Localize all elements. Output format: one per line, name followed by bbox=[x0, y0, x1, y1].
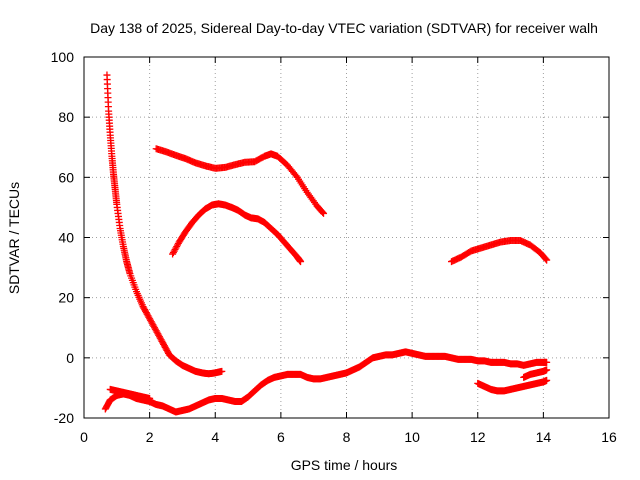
series-track-4 bbox=[448, 237, 551, 266]
data-point bbox=[147, 318, 155, 326]
data-point bbox=[171, 246, 179, 254]
y-tick-label: 0 bbox=[66, 350, 74, 366]
data-point bbox=[173, 243, 181, 251]
x-axis-title: GPS time / hours bbox=[291, 457, 398, 473]
data-point bbox=[143, 310, 151, 318]
series-track-8 bbox=[520, 366, 551, 381]
data-point bbox=[145, 313, 153, 321]
data-point bbox=[158, 337, 166, 345]
data-point bbox=[156, 334, 164, 342]
x-tick-label: 8 bbox=[343, 429, 351, 445]
data-point bbox=[163, 346, 171, 354]
data-point bbox=[140, 304, 148, 312]
data-point bbox=[142, 309, 150, 317]
data-point bbox=[154, 330, 162, 338]
y-tick-label: 80 bbox=[58, 109, 74, 125]
data-point bbox=[151, 325, 159, 333]
data-point bbox=[148, 319, 156, 327]
x-tick-label: 4 bbox=[211, 429, 219, 445]
x-tick-label: 10 bbox=[404, 429, 420, 445]
data-point bbox=[142, 307, 150, 315]
data-point bbox=[172, 244, 180, 252]
y-tick-label: 20 bbox=[58, 290, 74, 306]
data-point bbox=[146, 315, 154, 323]
data-point bbox=[170, 247, 178, 255]
data-point bbox=[162, 345, 170, 353]
x-tick-label: 14 bbox=[536, 429, 552, 445]
x-tick-label: 12 bbox=[470, 429, 486, 445]
data-point bbox=[169, 249, 177, 257]
y-tick-label: 60 bbox=[58, 169, 74, 185]
data-point bbox=[169, 250, 177, 258]
data-point bbox=[320, 209, 328, 217]
data-point bbox=[543, 358, 551, 366]
data-point bbox=[542, 255, 550, 263]
data-point bbox=[543, 256, 551, 264]
y-axis-title: SDTVAR / TECUs bbox=[6, 182, 22, 294]
data-point bbox=[152, 327, 160, 335]
series-track-3 bbox=[169, 200, 305, 266]
data-point bbox=[139, 303, 147, 311]
data-point bbox=[146, 316, 154, 324]
data-point bbox=[164, 348, 172, 356]
data-point bbox=[155, 331, 163, 339]
data-point bbox=[218, 367, 226, 375]
x-tick-label: 16 bbox=[601, 429, 617, 445]
data-point bbox=[153, 328, 161, 336]
data-point bbox=[149, 321, 157, 329]
series-track-1 bbox=[103, 71, 226, 378]
data-point bbox=[159, 339, 167, 347]
series-track-2 bbox=[152, 145, 328, 217]
data-point bbox=[160, 342, 168, 350]
data-point bbox=[160, 340, 168, 348]
x-tick-label: 6 bbox=[277, 429, 285, 445]
data-point bbox=[174, 241, 182, 249]
chart-title: Day 138 of 2025, Sidereal Day-to-day VTE… bbox=[90, 20, 598, 36]
x-axis-ticks: 0 2 4 6 8 10 12 14 16 bbox=[80, 57, 617, 445]
data-point bbox=[543, 376, 551, 384]
y-tick-label: 100 bbox=[51, 49, 75, 65]
series-track-7 bbox=[474, 376, 551, 395]
data-point bbox=[161, 343, 169, 351]
data-points bbox=[101, 71, 551, 416]
data-point bbox=[157, 336, 165, 344]
y-tick-label: 40 bbox=[58, 230, 74, 246]
series-track-6 bbox=[106, 385, 154, 402]
x-tick-label: 0 bbox=[80, 429, 88, 445]
y-tick-label: -20 bbox=[54, 410, 74, 426]
y-axis-ticks: -20 0 20 40 60 80 100 bbox=[51, 49, 609, 426]
data-point bbox=[151, 324, 159, 332]
data-point bbox=[297, 258, 305, 266]
series-track-5 bbox=[101, 348, 551, 416]
data-point bbox=[543, 366, 551, 374]
x-tick-label: 2 bbox=[146, 429, 154, 445]
data-point bbox=[155, 333, 163, 341]
data-point bbox=[150, 322, 158, 330]
data-point bbox=[146, 394, 154, 402]
data-point bbox=[144, 312, 152, 320]
data-point bbox=[319, 208, 327, 216]
data-point bbox=[141, 306, 149, 314]
